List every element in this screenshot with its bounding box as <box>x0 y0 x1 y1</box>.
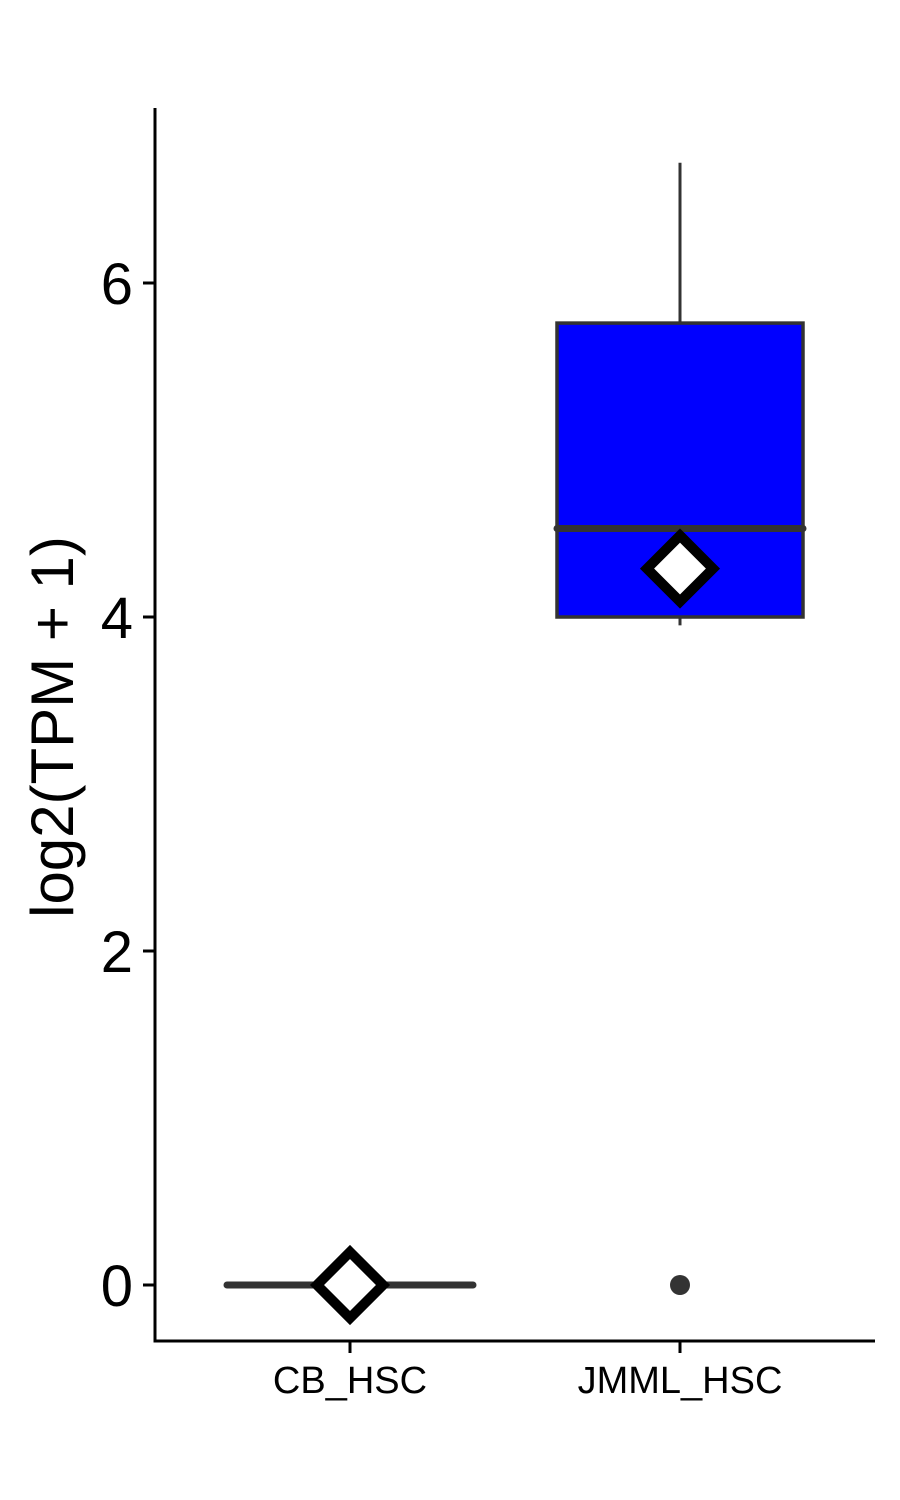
y-tick-label: 4 <box>101 586 133 651</box>
x-tick-label: CB_HSC <box>273 1360 427 1402</box>
labels: log2(TPM + 1) 0 2 4 6 CB_HSC JMML_HSC <box>19 252 782 1402</box>
y-tick-label: 6 <box>101 252 133 317</box>
y-axis-title: log2(TPM + 1) <box>19 536 86 918</box>
axes <box>143 108 875 1353</box>
mean-marker <box>309 1244 391 1326</box>
y-tick-label: 2 <box>101 920 133 985</box>
x-tick-label: JMML_HSC <box>578 1360 783 1402</box>
outlier-point <box>670 1275 690 1295</box>
y-tick-label: 0 <box>101 1254 133 1319</box>
mean-marker <box>639 528 721 609</box>
boxes <box>223 162 807 1326</box>
